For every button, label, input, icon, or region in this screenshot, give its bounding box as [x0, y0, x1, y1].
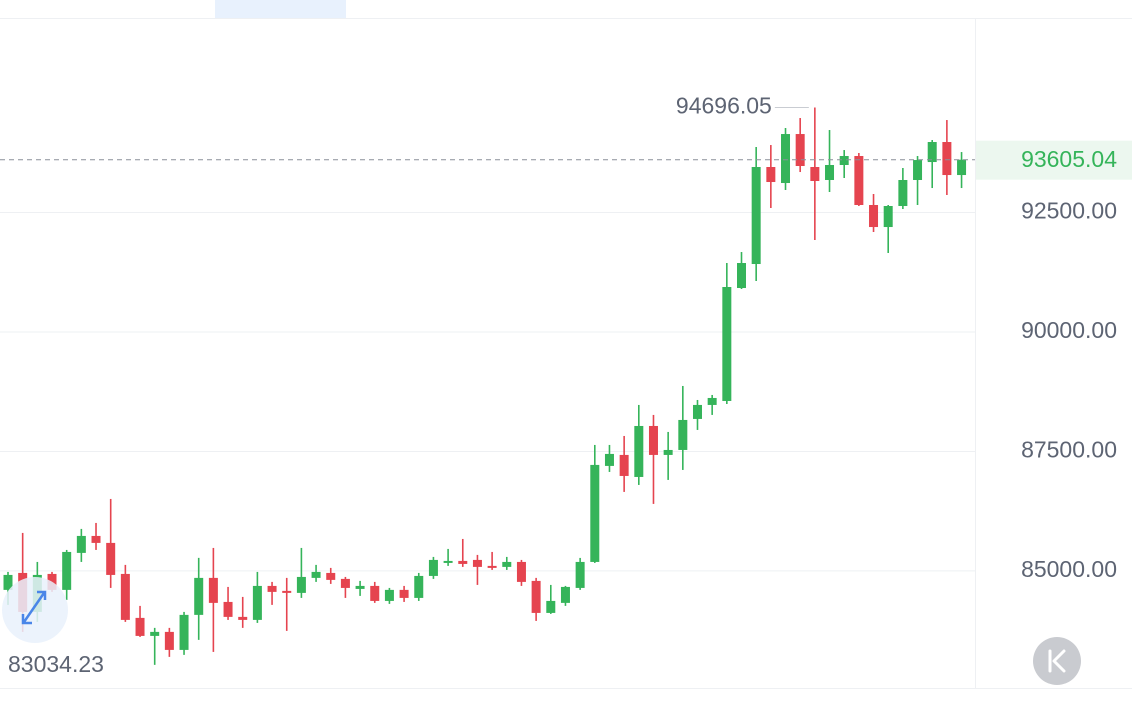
- candle-body: [326, 572, 336, 580]
- candle-body: [766, 167, 776, 183]
- candle-body: [854, 156, 864, 205]
- candle-body: [252, 585, 262, 620]
- candle-body: [942, 142, 952, 176]
- candle-body: [560, 586, 570, 603]
- candle-body: [913, 160, 923, 181]
- min-price-label: 83034.23: [8, 651, 104, 677]
- candle-body: [340, 578, 350, 588]
- max-price-label: 94696.05: [676, 93, 772, 119]
- candle-body: [223, 601, 233, 617]
- candle-body: [648, 425, 658, 455]
- candle-body: [3, 574, 13, 590]
- candle-body: [296, 576, 306, 593]
- candle-body: [179, 614, 189, 650]
- candle-body: [487, 565, 497, 568]
- candle-body: [722, 287, 732, 401]
- candle-body: [267, 585, 277, 592]
- candle-body: [311, 571, 321, 578]
- candle-body: [458, 560, 468, 564]
- candle-body: [575, 561, 585, 588]
- candle-body: [751, 167, 761, 265]
- grid: 85000.00 87500.00 90000.00 92500.00: [0, 198, 1117, 582]
- overlay: 94696.05 83034.23 93605.04: [0, 93, 1132, 677]
- candle-body: [927, 142, 937, 163]
- candle-body: [443, 560, 453, 563]
- candle-body: [663, 449, 673, 455]
- candle-body: [384, 589, 394, 601]
- candle-body: [516, 561, 526, 582]
- y-tick-label: 85000.00: [1021, 556, 1117, 582]
- candle-body: [282, 590, 292, 593]
- candle-body: [619, 454, 629, 476]
- candle-body: [737, 263, 746, 289]
- candle-body: [883, 206, 893, 228]
- candle-body: [238, 616, 248, 620]
- candle-body: [898, 180, 908, 207]
- candle-body: [502, 561, 512, 567]
- candle-body: [678, 419, 688, 450]
- candle-body: [150, 631, 160, 636]
- last-price-box: [976, 140, 1132, 180]
- candle-body: [781, 134, 791, 184]
- candle-body: [869, 204, 879, 228]
- candle-body: [194, 577, 204, 615]
- candle-body: [634, 425, 644, 477]
- candle-body: [164, 631, 174, 650]
- candle-body: [957, 159, 967, 176]
- last-price-label: 93605.04: [1021, 146, 1117, 172]
- candle-body: [810, 167, 820, 182]
- candle-body: [428, 559, 438, 576]
- candle-body: [590, 464, 600, 562]
- candle-body: [531, 580, 541, 613]
- scroll-to-end-button[interactable]: [1033, 637, 1081, 685]
- candle-body: [91, 535, 101, 543]
- candle-body: [62, 551, 72, 590]
- candle-body: [472, 559, 482, 567]
- y-tick-label: 92500.00: [1021, 198, 1117, 224]
- nav-icon: [21, 590, 47, 625]
- active-tab[interactable]: [215, 0, 346, 18]
- candle-body: [399, 589, 409, 598]
- candle-body: [839, 156, 849, 165]
- candle-body: [604, 453, 614, 466]
- candle-body: [76, 535, 86, 553]
- candle-body: [370, 585, 380, 601]
- y-tick-label: 87500.00: [1021, 437, 1117, 463]
- nav-button[interactable]: [2, 577, 68, 643]
- candle-body: [208, 577, 218, 603]
- candle-body: [707, 397, 717, 405]
- candle-body: [546, 600, 556, 613]
- candle-body: [825, 164, 835, 181]
- y-tick-label: 90000.00: [1021, 317, 1117, 343]
- candle-body: [414, 575, 424, 598]
- candle-body: [135, 617, 145, 636]
- candle-body: [692, 404, 702, 419]
- candle-body: [106, 542, 116, 575]
- candle-body: [355, 585, 365, 589]
- scroll-icon: [1048, 649, 1066, 673]
- candle-body: [120, 573, 130, 620]
- candle-body: [795, 134, 805, 167]
